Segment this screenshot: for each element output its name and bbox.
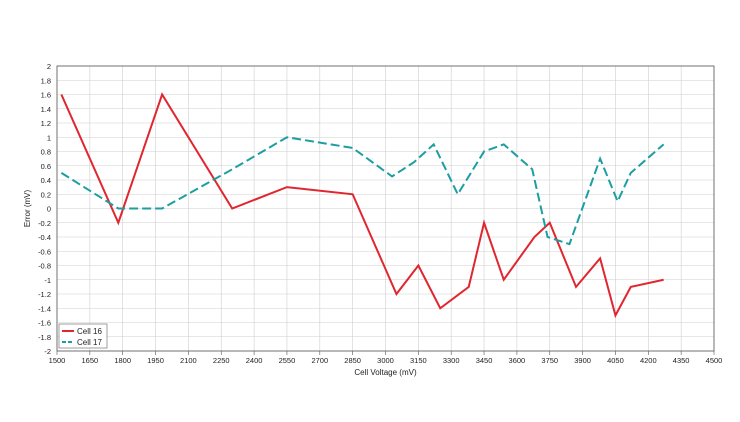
y-tick-label: 1.4	[41, 105, 51, 114]
y-tick-label: -2	[44, 347, 51, 356]
y-tick-label: -1	[44, 276, 51, 285]
y-tick-label: 0	[47, 205, 51, 214]
y-axis-label: Error (mV)	[23, 190, 32, 228]
x-axis-label: Cell Voltage (mV)	[354, 368, 417, 377]
y-tick-label: -0.8	[38, 262, 51, 271]
series-line-cell-17	[61, 137, 663, 244]
x-tick-label: 2250	[213, 356, 230, 365]
x-tick-label: 1950	[147, 356, 164, 365]
x-tick-label: 4350	[673, 356, 690, 365]
x-tick-label: 2850	[344, 356, 361, 365]
y-axis-tick-labels: 2 1.8 1.6 1.4 1.2 1 0.8 0.6 0.4 0.2 0 -0.2 -0.4 -0.6 -…	[38, 62, 51, 356]
y-tick-label: 2	[47, 62, 51, 71]
y-tick-label: 1	[47, 133, 51, 142]
x-tick-label: 3150	[410, 356, 427, 365]
legend-label-cell-16: Cell 16	[77, 327, 102, 336]
series-lines	[61, 94, 663, 315]
y-tick-label: -1.8	[38, 333, 51, 342]
x-tick-label: 1800	[114, 356, 131, 365]
y-tick-label: -0.4	[38, 233, 51, 242]
y-tick-label: 1.2	[41, 119, 51, 128]
x-tick-label: 3900	[574, 356, 591, 365]
x-tick-label: 2550	[279, 356, 296, 365]
x-tick-label: 3000	[377, 356, 394, 365]
y-tick-label: 1.6	[41, 91, 51, 100]
y-tick-label: 0.8	[41, 148, 51, 157]
x-tick-label: 3450	[476, 356, 493, 365]
legend-label-cell-17: Cell 17	[77, 338, 102, 347]
y-tick-label: -1.2	[38, 290, 51, 299]
y-tick-label: -1.6	[38, 319, 51, 328]
y-tick-label: -0.6	[38, 247, 51, 256]
x-tick-label: 2400	[246, 356, 263, 365]
x-tick-label: 4200	[640, 356, 657, 365]
x-tick-label: 2700	[311, 356, 328, 365]
y-tick-label: 1.8	[41, 76, 51, 85]
legend: Cell 16 Cell 17	[59, 324, 107, 348]
x-tick-label: 1650	[82, 356, 99, 365]
x-tick-label: 3300	[443, 356, 460, 365]
y-tick-label: 0.6	[41, 162, 51, 171]
y-tick-label: -1.4	[38, 304, 51, 313]
x-tick-label: 2100	[180, 356, 197, 365]
series-line-cell-16	[61, 95, 663, 316]
x-tick-label: 3750	[541, 356, 558, 365]
x-tick-label: 3600	[509, 356, 526, 365]
y-tick-label: 0.2	[41, 190, 51, 199]
x-axis-tick-labels: 1500 1650 1800 1950 2100 2250 2400 2550 2700 2850…	[49, 356, 723, 365]
x-tick-label: 4050	[607, 356, 624, 365]
x-tick-label: 1500	[49, 356, 66, 365]
y-tick-label: -0.2	[38, 219, 51, 228]
x-tick-label: 4500	[706, 356, 723, 365]
y-tick-label: 0.4	[41, 176, 51, 185]
